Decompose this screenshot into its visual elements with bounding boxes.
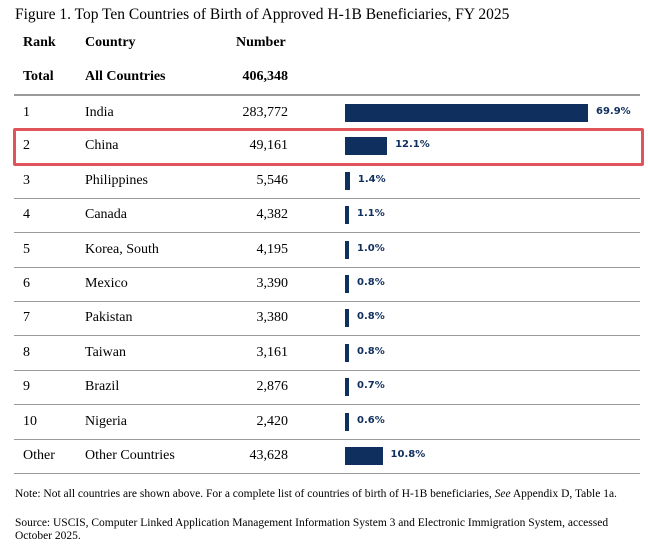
share-label: 1.0% xyxy=(357,242,385,254)
share-label: 0.8% xyxy=(357,277,385,288)
number-cell: 5,546 xyxy=(256,172,289,188)
share-bar xyxy=(345,309,349,328)
number-cell: 3,380 xyxy=(256,310,289,326)
share-bar xyxy=(345,412,349,431)
number-cell: 3,390 xyxy=(256,276,289,291)
table-row: 3 Philippines 5,546 1.4% xyxy=(14,164,640,199)
share-bar xyxy=(345,378,349,397)
table-row: Other Other Countries 43,628 10.8% xyxy=(14,439,640,474)
share-bar xyxy=(345,171,350,190)
share-label: 69.9% xyxy=(596,106,631,117)
number-cell: 4,195 xyxy=(256,241,289,257)
share-label: 0.8% xyxy=(357,311,385,323)
share-bar xyxy=(345,104,588,122)
share-label: 12.1% xyxy=(395,139,430,151)
total-country: All Countries xyxy=(85,69,166,84)
country-cell: Pakistan xyxy=(85,310,133,326)
note-text: Note: Not all countries are shown above.… xyxy=(15,488,495,500)
table-row: 1 India 283,772 69.9% xyxy=(14,95,640,131)
rank-cell: 8 xyxy=(23,344,30,360)
number-cell: 283,772 xyxy=(242,105,289,120)
number-column-header: Number xyxy=(236,35,286,50)
rank-cell: 3 xyxy=(23,172,30,188)
share-bar xyxy=(345,447,383,465)
note-suffix: Appendix D, Table 1a. xyxy=(510,488,617,500)
country-column-header: Country xyxy=(85,35,136,50)
country-cell: Taiwan xyxy=(85,344,127,360)
number-cell: 43,628 xyxy=(249,448,289,463)
table-row: 9 Brazil 2,876 0.7% xyxy=(14,370,640,406)
figure-title: Figure 1. Top Ten Countries of Birth of … xyxy=(15,6,510,23)
table-note: Note: Not all countries are shown above.… xyxy=(15,488,640,501)
country-cell: Korea, South xyxy=(85,241,159,257)
number-cell: 3,161 xyxy=(256,344,289,360)
share-label: 0.8% xyxy=(357,345,385,357)
rank-cell: 10 xyxy=(23,413,37,429)
table-row: 5 Korea, South 4,195 1.0% xyxy=(14,233,640,268)
table-row: 10 Nigeria 2,420 0.6% xyxy=(14,405,640,440)
rank-cell: 2 xyxy=(23,138,30,154)
rank-cell: 6 xyxy=(23,276,30,291)
country-cell: Philippines xyxy=(85,172,149,188)
number-cell: 49,161 xyxy=(249,138,289,154)
share-bar xyxy=(345,240,349,259)
share-bar xyxy=(345,275,349,293)
country-cell: India xyxy=(85,105,114,120)
table-row: 7 Pakistan 3,380 0.8% xyxy=(14,301,640,337)
rank-cell: Other xyxy=(23,448,55,463)
share-bar xyxy=(345,206,349,225)
rank-cell: 7 xyxy=(23,310,30,326)
share-label: 10.8% xyxy=(390,449,426,460)
country-cell: Nigeria xyxy=(85,413,127,429)
country-cell: Mexico xyxy=(85,276,128,291)
rank-cell: 9 xyxy=(23,379,30,395)
total-number: 406,348 xyxy=(242,69,289,84)
share-label: 1.1% xyxy=(357,208,385,220)
table-row: 2 China 49,161 12.1% xyxy=(14,129,640,165)
number-cell: 4,382 xyxy=(256,207,289,223)
number-cell: 2,876 xyxy=(256,379,289,395)
country-cell: Other Countries xyxy=(85,448,175,463)
share-label: 0.7% xyxy=(357,380,385,392)
source-note: Source: USCIS, Computer Linked Applicati… xyxy=(15,517,609,542)
table-row: 4 Canada 4,382 1.1% xyxy=(14,198,640,234)
share-bar xyxy=(345,343,349,362)
table-row: 8 Taiwan 3,161 0.8% xyxy=(14,336,640,371)
share-label: 1.4% xyxy=(357,173,386,185)
number-cell: 2,420 xyxy=(256,413,289,429)
total-row: Total All Countries 406,348 xyxy=(14,60,640,95)
table-row: 6 Mexico 3,390 0.8% xyxy=(14,267,640,302)
total-rank: Total xyxy=(23,69,54,84)
rank-cell: 5 xyxy=(23,241,30,257)
share-label: 0.6% xyxy=(357,414,385,426)
rank-cell: 4 xyxy=(23,207,30,223)
share-bar xyxy=(345,137,388,156)
country-cell: China xyxy=(85,138,119,154)
country-cell: Canada xyxy=(85,207,127,223)
rank-cell: 1 xyxy=(23,105,30,120)
country-cell: Brazil xyxy=(85,379,120,395)
rank-column-header: Rank xyxy=(23,35,56,50)
note-see: See xyxy=(494,488,511,500)
